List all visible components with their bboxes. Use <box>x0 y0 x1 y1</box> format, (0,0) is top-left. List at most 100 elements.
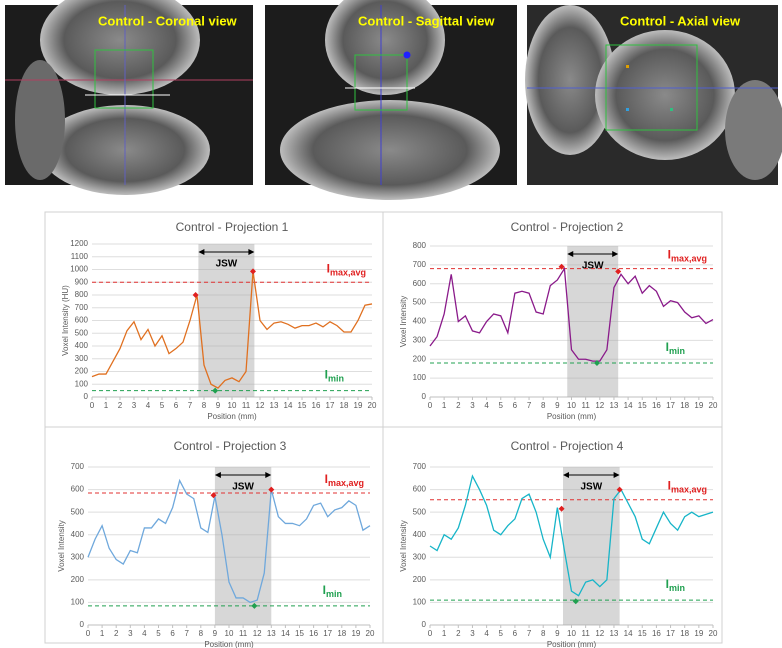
y-tick-label: 1100 <box>71 252 89 261</box>
y-tick-label: 0 <box>422 620 427 629</box>
annotation-base: I <box>327 261 330 275</box>
x-tick-label: 2 <box>118 401 123 410</box>
x-axis-label: Position (mm) <box>547 412 597 421</box>
annotation-base: I <box>668 248 671 262</box>
max-marker <box>192 292 199 298</box>
x-tick-label: 18 <box>680 629 689 638</box>
x-tick-label: 9 <box>216 401 221 410</box>
chart-title: Control - Projection 4 <box>511 439 624 453</box>
jsw-band <box>198 244 255 397</box>
x-tick-label: 5 <box>156 629 161 638</box>
axial-image <box>525 5 782 185</box>
jsw-arrowhead <box>567 251 619 257</box>
data-line <box>91 271 373 389</box>
x-tick-label: 16 <box>652 401 661 410</box>
x-tick-label: 12 <box>595 629 604 638</box>
data-line <box>429 266 714 362</box>
x-axis-label: Position (mm) <box>547 640 597 648</box>
image-title: Control - Sagittal view <box>358 13 495 28</box>
x-tick-label: 7 <box>184 629 189 638</box>
x-tick-label: 19 <box>351 629 360 638</box>
x-tick-label: 2 <box>456 401 461 410</box>
y-axis-label: Voxel Intensity (HU) <box>61 285 70 356</box>
jsw-arrowhead <box>198 249 255 255</box>
x-tick-label: 15 <box>295 629 304 638</box>
y-axis-label: Voxel Intensity <box>57 520 66 572</box>
annotation-base: I <box>323 583 326 597</box>
y-tick-label: 400 <box>413 317 427 326</box>
x-tick-label: 19 <box>694 629 703 638</box>
max-marker <box>558 263 565 270</box>
x-tick-label: 13 <box>270 401 279 410</box>
annotation-sub: max,avg <box>671 485 707 495</box>
x-tick-label: 20 <box>368 401 377 410</box>
y-tick-label: 600 <box>71 485 85 494</box>
x-tick-label: 10 <box>567 629 576 638</box>
x-tick-label: 1 <box>104 401 109 410</box>
y-tick-label: 100 <box>75 379 89 388</box>
x-tick-label: 10 <box>225 629 234 638</box>
annotation-sub: min <box>669 584 685 594</box>
x-tick-label: 11 <box>242 401 251 410</box>
max-marker <box>616 486 623 493</box>
x-tick-label: 8 <box>541 629 546 638</box>
x-tick-label: 12 <box>595 401 604 410</box>
y-tick-label: 300 <box>413 552 427 561</box>
image-title: Control - Axial view <box>620 13 741 28</box>
x-tick-label: 4 <box>146 401 151 410</box>
min-marker <box>251 602 258 609</box>
annotation: Imax,avg <box>325 472 364 488</box>
y-axis-label: Voxel Intensity <box>399 296 408 348</box>
y-tick-label: 500 <box>75 328 89 337</box>
min-marker <box>572 598 579 605</box>
chart-frame <box>44 211 723 644</box>
annotation-sub: min <box>328 374 344 384</box>
x-tick-label: 2 <box>456 629 461 638</box>
annotation-sub: max,avg <box>671 254 707 264</box>
y-tick-label: 800 <box>75 290 89 299</box>
y-axis-label: Voxel Intensity <box>399 520 408 572</box>
y-tick-label: 700 <box>71 462 85 471</box>
jsw-arrowhead <box>214 472 272 478</box>
x-tick-label: 6 <box>513 629 518 638</box>
x-tick-label: 1 <box>442 629 447 638</box>
annotation: Imax,avg <box>327 261 366 277</box>
y-tick-label: 100 <box>71 598 85 607</box>
y-tick-label: 600 <box>413 485 427 494</box>
y-tick-label: 300 <box>413 335 427 344</box>
x-tick-label: 18 <box>680 401 689 410</box>
min-marker <box>212 387 219 394</box>
x-tick-label: 17 <box>666 629 675 638</box>
x-tick-label: 6 <box>170 629 175 638</box>
jsw-arrowhead <box>563 472 620 478</box>
x-tick-label: 13 <box>609 629 618 638</box>
x-tick-label: 15 <box>638 629 647 638</box>
x-tick-label: 5 <box>499 401 504 410</box>
y-tick-label: 300 <box>75 354 89 363</box>
jsw-label: JSW <box>580 482 602 493</box>
x-tick-label: 15 <box>298 401 307 410</box>
data-line <box>429 474 714 597</box>
x-tick-label: 3 <box>132 401 137 410</box>
x-tick-label: 13 <box>267 629 276 638</box>
max-marker <box>210 492 217 499</box>
x-tick-label: 14 <box>624 629 633 638</box>
x-tick-label: 0 <box>428 401 433 410</box>
annotation-sub: max,avg <box>328 478 364 488</box>
y-tick-label: 400 <box>71 530 85 539</box>
x-tick-label: 14 <box>624 401 633 410</box>
x-tick-label: 8 <box>541 401 546 410</box>
x-tick-label: 17 <box>666 401 675 410</box>
coronal-image <box>5 0 253 195</box>
y-tick-label: 0 <box>84 392 89 401</box>
y-tick-label: 800 <box>413 241 427 250</box>
x-tick-label: 2 <box>114 629 119 638</box>
x-tick-label: 0 <box>90 401 95 410</box>
y-tick-label: 100 <box>413 373 427 382</box>
x-tick-label: 20 <box>709 401 718 410</box>
y-tick-label: 200 <box>413 354 427 363</box>
x-tick-label: 20 <box>366 629 375 638</box>
x-tick-label: 5 <box>160 401 165 410</box>
x-tick-label: 17 <box>326 401 335 410</box>
x-tick-label: 17 <box>323 629 332 638</box>
